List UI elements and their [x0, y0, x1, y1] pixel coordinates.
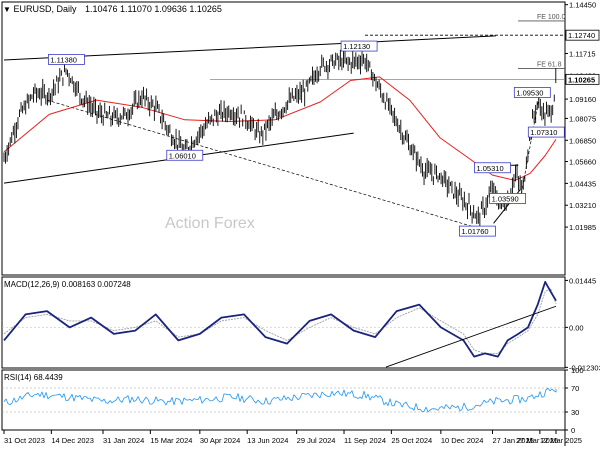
fib-label: FE 100.0	[537, 14, 566, 21]
x-tick-label: 31 Oct 2023	[4, 436, 45, 445]
price-label: 1.12130	[343, 42, 370, 51]
macd-tick-label: 0.01445	[569, 276, 596, 285]
trendline	[3, 35, 496, 61]
price-tick-label: 1.11715	[569, 49, 596, 58]
price-tick-label: 1.09160	[569, 95, 596, 104]
price-tick-label: 1.05660	[569, 158, 596, 167]
price-label-box	[166, 149, 204, 161]
price-tick-label: 1.06850	[569, 136, 596, 145]
price-label: 1.07310	[530, 128, 557, 137]
current-price-box	[565, 73, 600, 85]
price-label-box	[489, 193, 526, 204]
price-tick-label: 1.01985	[569, 223, 596, 232]
watermark: Action Forex	[165, 215, 255, 232]
macd-line	[3, 280, 557, 358]
price-tick-label: 1.03210	[569, 201, 596, 210]
price-tick-label: 1.08075	[569, 114, 596, 123]
header-ohlc: 1.10476 1.11070 1.09636 1.10265	[84, 4, 222, 14]
x-tick-label: 31 Jan 2024	[103, 436, 144, 445]
price-label-box	[474, 162, 511, 174]
trendline	[520, 92, 541, 199]
panel-frames	[1, 1, 566, 446]
price-panel: 1.144501.127401.117151.104901.091601.080…	[3, 1, 600, 237]
rsi-panel: RSI(14) 68.4439 100 70 30 0	[2, 366, 584, 435]
x-tick-label: 10 Dec 2024	[441, 436, 484, 445]
x-tick-label: 30 Apr 2024	[200, 436, 240, 445]
header-bar: ▼ EURUSD, Daily 1.10476 1.11070 1.09636 …	[3, 4, 222, 14]
x-tick-label: 15 Mar 2024	[150, 436, 192, 445]
level-price-label: 1.12740	[568, 31, 595, 40]
collapse-icon[interactable]: ▼	[3, 5, 11, 14]
price-label: 1.06010	[169, 151, 196, 160]
price-label-box	[527, 126, 565, 138]
x-tick-label: 25 Oct 2024	[391, 436, 432, 445]
price-label: 1.05310	[477, 164, 504, 173]
rsi-tick-label: 0	[571, 426, 575, 435]
rsi-line	[3, 387, 557, 413]
rsi-frame	[1, 369, 566, 431]
macd-signal-line	[3, 287, 557, 354]
x-tick-label: 14 Dec 2023	[51, 436, 94, 445]
rsi-label: RSI(14) 68.4439	[4, 373, 63, 382]
rsi-tick-label: 100	[571, 366, 584, 375]
price-frame	[1, 1, 566, 276]
x-tick-label: 12 Mar 2025	[540, 436, 582, 445]
macd-frame	[1, 276, 566, 369]
macd-label: MACD(12,26,9) 0.008163 0.007248	[4, 280, 131, 289]
price-label-box	[459, 225, 496, 237]
x-tick-label: 27 Mar 2025	[516, 436, 558, 445]
price-tick-label: 1.14450	[569, 1, 596, 10]
rsi-tick-label: 70	[571, 384, 579, 393]
price-label: 1.09530	[516, 88, 543, 97]
fib-label: FE 61.8	[537, 62, 562, 69]
level-price-box	[565, 29, 600, 41]
price-label: 1.11380	[50, 55, 77, 64]
macd-trendline	[385, 305, 557, 368]
price-label-box	[340, 40, 378, 52]
x-tick-label: 27 Jan 2025	[493, 436, 534, 445]
ma-line	[3, 76, 557, 181]
price-label-box	[48, 54, 85, 65]
macd-tick-label: -0.012303	[569, 363, 600, 372]
price-label: 1.01760	[461, 227, 488, 236]
x-axis: 31 Oct 2023 14 Dec 2023 31 Jan 2024 15 Mar …	[3, 430, 582, 445]
price-label: 1.03590	[492, 194, 519, 203]
watermark-text: Action Forex	[165, 215, 255, 232]
trendline	[46, 99, 480, 229]
macd-tick-label: 0.00	[569, 323, 584, 332]
price-tick-label: 1.04435	[569, 179, 596, 188]
header-symbol: EURUSD, Daily	[13, 4, 77, 14]
x-tick-label: 13 Jun 2024	[247, 436, 288, 445]
price-label-box	[513, 87, 551, 98]
x-tick-label: 29 Jul 2024	[297, 436, 336, 445]
current-price-label: 1.10265	[568, 75, 595, 84]
rsi-tick-label: 30	[571, 408, 579, 417]
x-tick-label: 11 Sep 2024	[344, 436, 386, 445]
macd-panel: MACD(12,26,9) 0.008163 0.007248 0.01445 0.…	[2, 276, 600, 372]
